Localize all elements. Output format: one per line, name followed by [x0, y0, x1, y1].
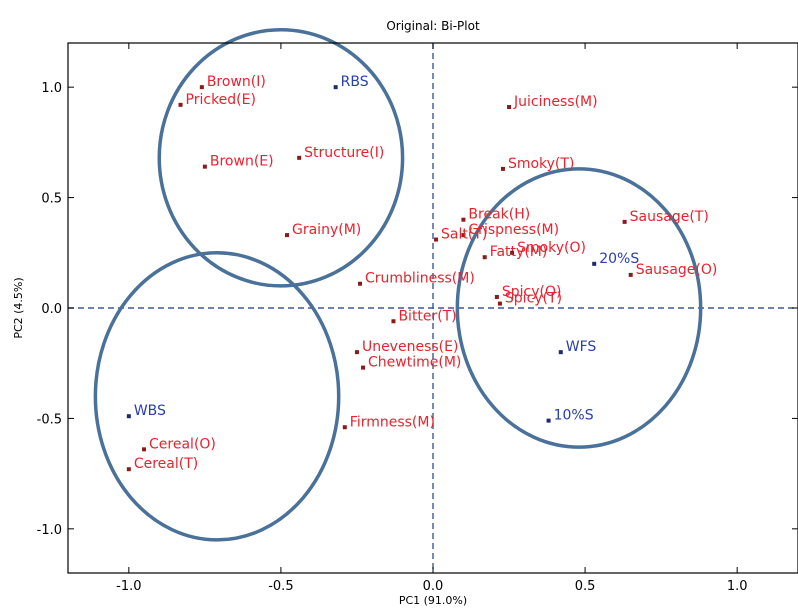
point-marker-cereal-t: [126, 467, 131, 472]
point-marker-fatty-m: [482, 255, 487, 260]
point-label-juiciness-m: Juiciness(M): [513, 94, 598, 110]
point-marker-bitter-t: [391, 319, 396, 324]
point-marker-rbs: [333, 85, 338, 90]
point-marker-juiciness-m: [507, 105, 512, 110]
y-axis: 1.0 0.5 0.0 -0.5 -1.0: [37, 81, 798, 538]
y-tick-label: 0.5: [41, 192, 62, 207]
point-marker-brown-e: [202, 164, 207, 169]
point-label-rbs: RBS: [341, 74, 369, 90]
point-marker-grainy-m: [285, 233, 289, 238]
point-label-smoky-o: Smoky(O): [517, 240, 586, 256]
point-label-cereal-o: Cereal(O): [149, 436, 216, 452]
point-label-firmness-m: Firmness(M): [350, 414, 435, 430]
point-label-chewtime-m: Chewtime(M): [368, 355, 461, 371]
point-marker-structure-i: [297, 155, 302, 160]
point-marker-crumbliness-m: [358, 281, 362, 286]
x-tick-label: -1.0: [116, 579, 141, 594]
point-label-10-s: 10%S: [554, 408, 594, 424]
y-axis-label: PC2 (4.5%): [12, 277, 25, 338]
x-tick-label: 0.0: [423, 579, 444, 594]
group-ellipse-1: [157, 28, 405, 288]
point-label-wbs: WBS: [134, 403, 166, 419]
point-marker-wbs: [126, 414, 131, 419]
point-marker-sausage-o: [628, 272, 633, 277]
point-marker-spicy-o: [494, 294, 499, 299]
point-label-bitter-t: Bitter(T): [398, 308, 456, 324]
point-marker-brown-i: [199, 85, 204, 90]
y-tick-label: -0.5: [37, 412, 62, 427]
point-marker-firmness-m: [342, 425, 347, 430]
point-label-fatty-m: Fatty(M): [490, 244, 548, 260]
y-tick-label: -1.0: [37, 523, 62, 538]
x-axis: -1.0 -0.5 0.0 0.5 1.0: [116, 43, 748, 594]
y-tick-label: 1.0: [41, 81, 62, 96]
point-label-uneveness-e: Uneveness(E): [362, 339, 458, 355]
point-label-break-h: Break(H): [468, 207, 530, 223]
plot-area: Brown(I) Pricked(E) Brown(E) Structure(I) Gr…: [68, 28, 798, 573]
point-marker-chewtime-m: [361, 365, 366, 370]
point-marker-pricked-e: [178, 102, 183, 107]
point-marker-cereal-o: [142, 447, 147, 452]
point-label-brown-e: Brown(E): [210, 154, 274, 170]
point-marker-wfs: [558, 350, 563, 355]
x-tick-label: -0.5: [268, 579, 293, 594]
point-label-crispness-m: Crispness(M): [468, 222, 559, 238]
point-marker-salt-t: [434, 237, 439, 242]
y-tick-label: 0.0: [41, 302, 62, 317]
point-marker-spicy-t: [497, 301, 502, 306]
point-label-pricked-e: Pricked(E): [186, 92, 256, 108]
point-label-sausage-t: Sausage(T): [630, 209, 709, 225]
group-ellipse-3: [455, 167, 703, 449]
point-label-spicy-t: Spicy(T): [505, 291, 562, 307]
point-label-smoky-t: Smoky(T): [508, 156, 574, 172]
point-marker-smoky-t: [500, 166, 505, 171]
point-label-20-s: 20%S: [599, 251, 639, 267]
point-label-brown-i: Brown(I): [207, 74, 266, 90]
point-marker-crispness-m: [461, 233, 466, 238]
point-label-sausage-o: Sausage(O): [636, 262, 718, 278]
point-label-crumbliness-m: Crumbliness(M): [365, 271, 475, 287]
point-label-structure-i: Structure(I): [304, 145, 384, 161]
x-axis-label: PC1 (91.0%): [399, 594, 467, 607]
point-marker-10-s: [546, 418, 551, 423]
point-label-grainy-m: Grainy(M): [292, 222, 361, 238]
group-ellipse-2: [93, 251, 341, 542]
point-marker-smoky-o: [510, 250, 515, 255]
point-label-wfs: WFS: [566, 339, 597, 355]
point-label-spicy-o: Spicy(O): [502, 284, 562, 300]
point-marker-20-s: [592, 261, 597, 266]
point-marker-sausage-t: [622, 219, 627, 224]
point-label-salt-t: Salt(T): [441, 227, 487, 243]
chart-title: Original: Bi-Plot: [386, 19, 480, 33]
x-tick-label: 1.0: [727, 579, 748, 594]
point-marker-break-h: [461, 217, 466, 222]
point-label-cereal-t: Cereal(T): [134, 456, 198, 472]
x-tick-label: 0.5: [575, 579, 596, 594]
point-marker-uneveness-e: [354, 350, 359, 355]
